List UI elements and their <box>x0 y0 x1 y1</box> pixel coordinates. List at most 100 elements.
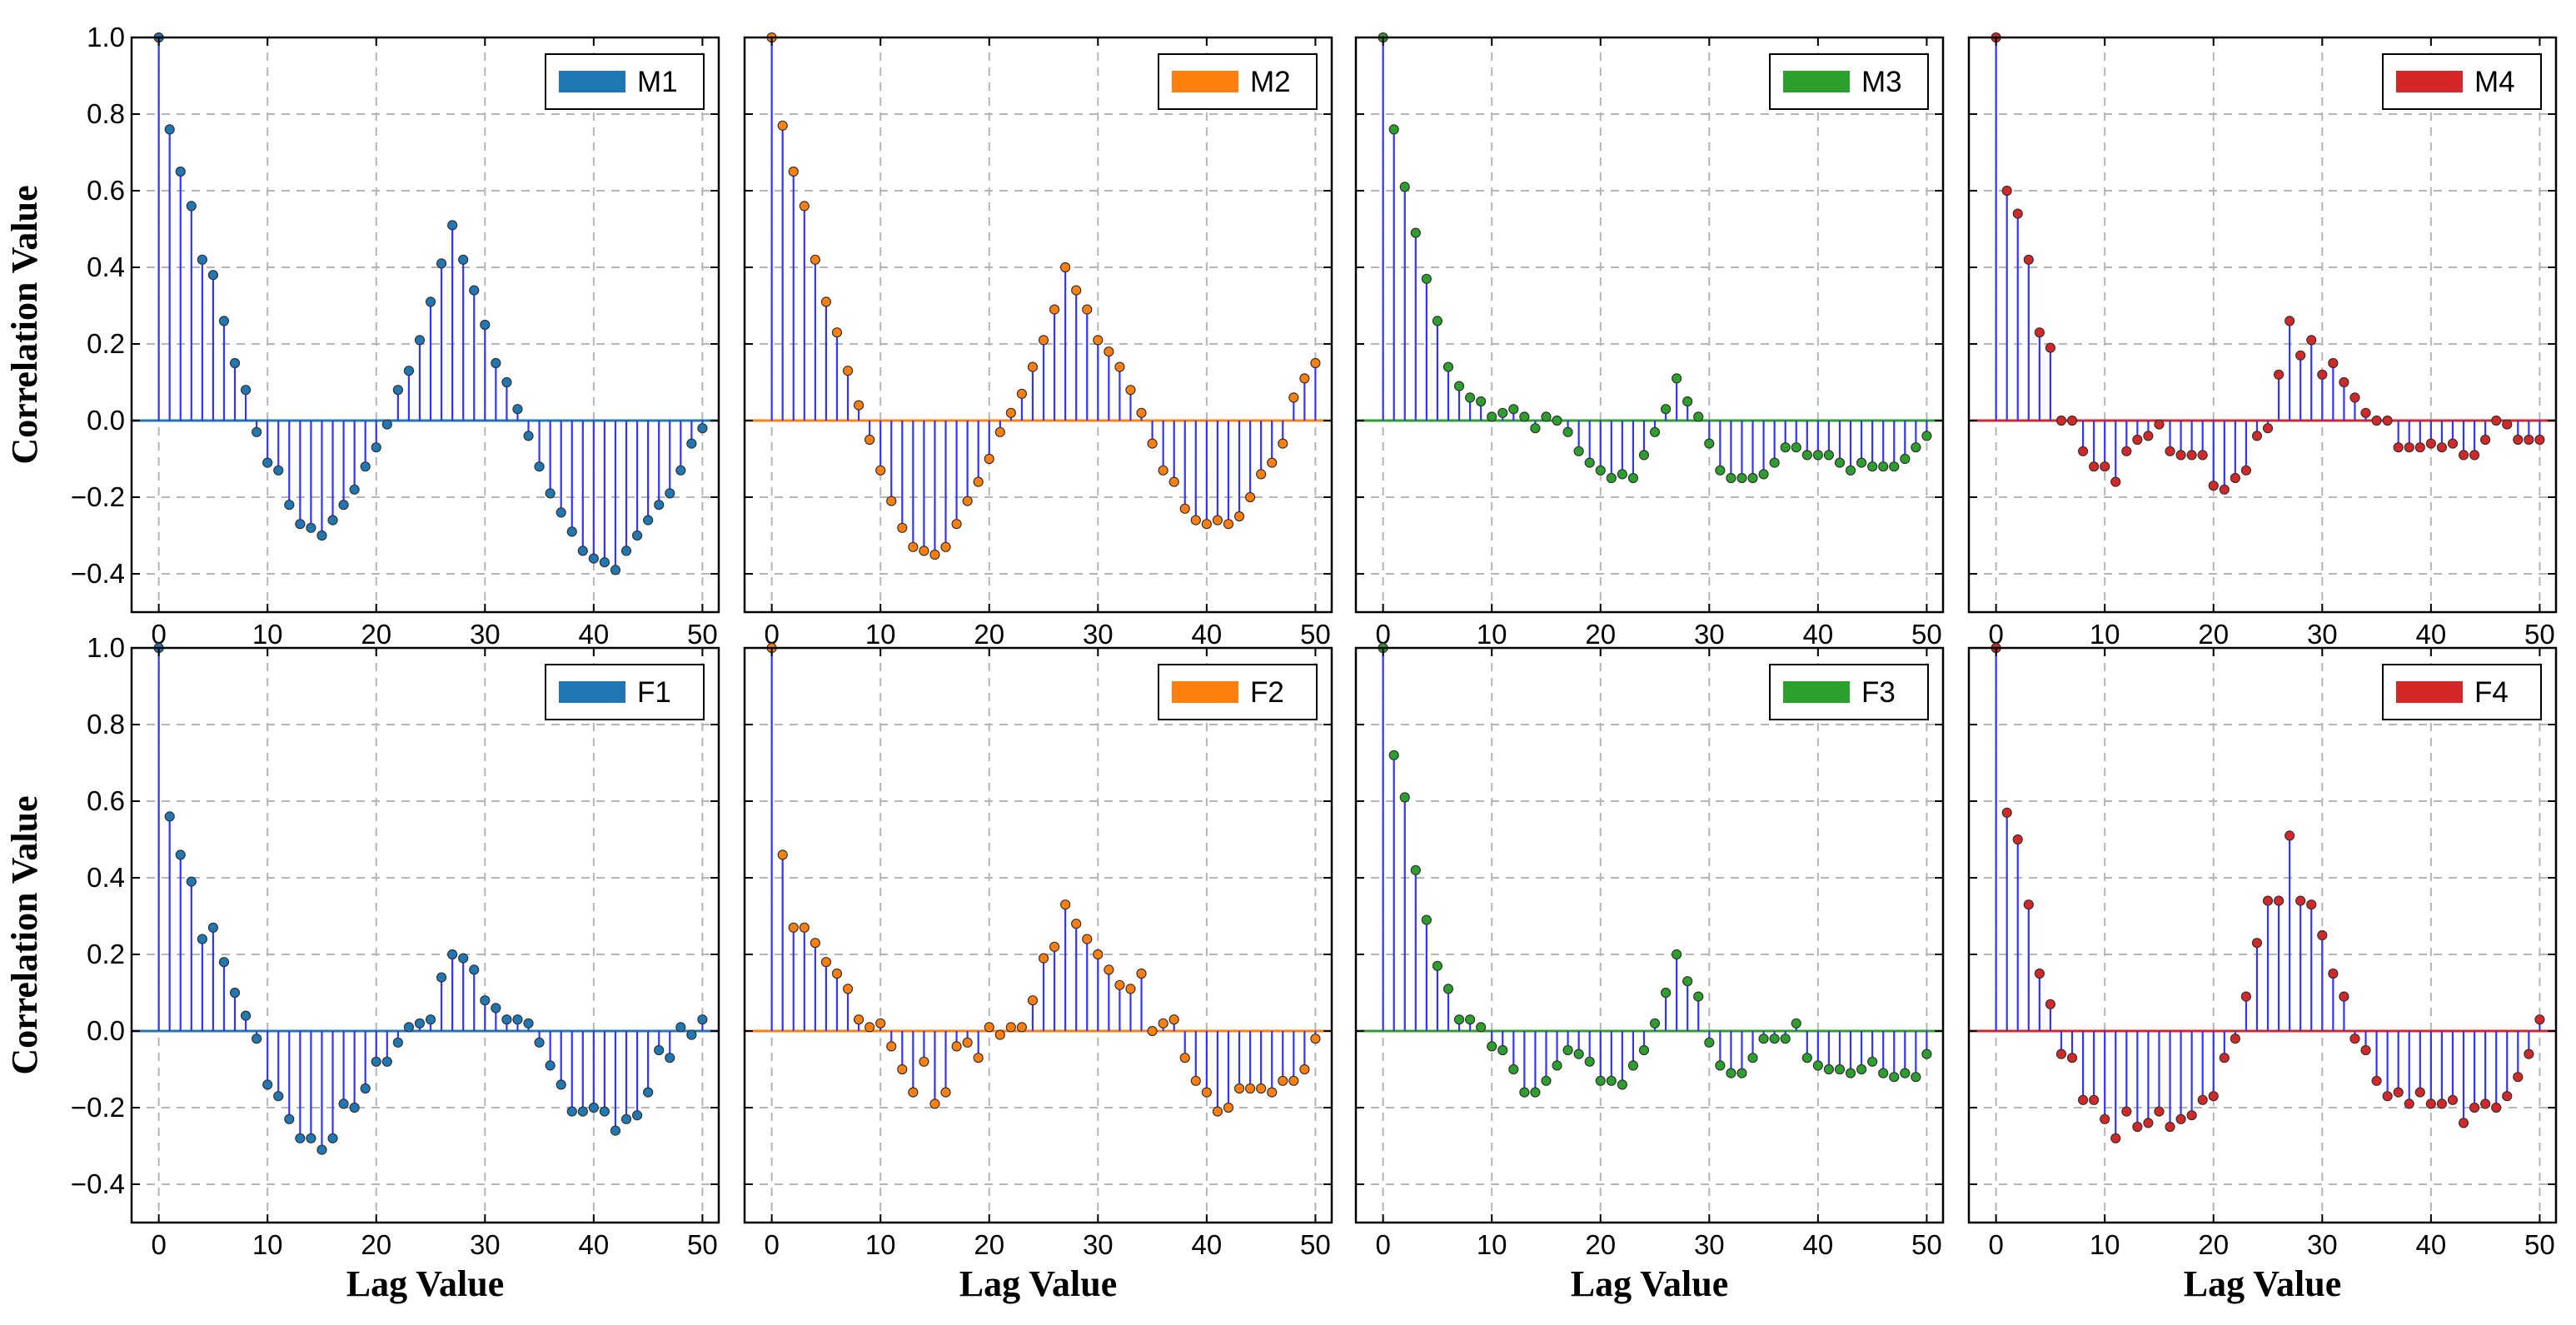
stem-marker <box>1038 953 1049 964</box>
stem-marker <box>1158 1018 1168 1029</box>
stem-marker <box>1519 411 1530 422</box>
stem-marker <box>1595 465 1606 476</box>
stem-marker <box>2436 1098 2448 1109</box>
stem-marker <box>1878 461 1889 472</box>
stem-marker <box>1726 472 1736 484</box>
stem-marker <box>2197 450 2208 461</box>
stem-marker <box>919 1056 929 1067</box>
x-tick-label: 10 <box>865 619 896 650</box>
stem-marker <box>469 285 480 296</box>
stem-marker <box>2012 208 2023 219</box>
stem-marker <box>984 453 994 465</box>
x-tick-label: 50 <box>2524 1229 2555 1260</box>
stem-marker <box>1617 1079 1627 1090</box>
stem-marker <box>1562 1044 1573 1056</box>
x-tick-label: 0 <box>1375 1229 1390 1260</box>
legend: M4 <box>2382 53 2542 110</box>
stem-marker <box>2382 1091 2393 1102</box>
stem-marker <box>1747 472 1758 484</box>
stem-marker <box>1125 984 1136 994</box>
stem-marker <box>2469 1102 2480 1113</box>
y-tick-label: 0.6 <box>87 785 125 816</box>
y-tick-label: 0.0 <box>87 1015 125 1046</box>
stem-marker <box>1388 750 1399 760</box>
stem-marker <box>1190 515 1201 526</box>
y-tick-label: 0.8 <box>87 98 125 129</box>
legend: F4 <box>2382 664 2542 720</box>
stem-marker <box>2328 968 2339 979</box>
stem-marker <box>273 465 284 476</box>
stem-marker <box>1552 1060 1562 1071</box>
stem-marker <box>864 1022 875 1033</box>
stem-marker <box>295 1133 306 1143</box>
stem-marker <box>2001 807 2012 818</box>
stem-marker <box>197 934 207 944</box>
stem-marker <box>262 457 273 468</box>
legend-label: F2 <box>1250 676 1284 709</box>
stem-marker <box>654 500 665 511</box>
stem-marker <box>1889 461 1900 472</box>
stem-marker <box>2066 415 2078 426</box>
stem-marker <box>2186 450 2197 461</box>
stem-marker <box>1288 392 1299 403</box>
stem-marker <box>686 438 697 449</box>
stem-marker <box>1442 984 1454 994</box>
stem-marker <box>1016 388 1028 399</box>
stem-marker <box>1736 472 1747 484</box>
stem-marker <box>381 1056 392 1067</box>
stem-marker <box>1584 457 1595 468</box>
x-tick-label: 40 <box>2416 1229 2447 1260</box>
stem-marker <box>1758 469 1769 480</box>
stem-marker <box>1845 1068 1856 1078</box>
stem-marker <box>1201 1087 1212 1098</box>
stem-marker <box>1201 519 1212 530</box>
x-tick-label: 10 <box>2090 619 2120 650</box>
stem-marker <box>2165 1121 2175 1133</box>
stem-marker <box>788 166 799 177</box>
stem-marker <box>371 1056 381 1067</box>
stem-marker <box>1845 465 1856 476</box>
stem-marker <box>599 1106 610 1117</box>
stem-marker <box>2458 450 2469 461</box>
stem-marker <box>556 1079 566 1090</box>
stem-marker <box>295 519 306 530</box>
stem-marker <box>697 423 708 434</box>
x-tick-label: 20 <box>2198 619 2229 650</box>
stem-marker <box>1179 503 1190 514</box>
stem-marker <box>501 1014 512 1025</box>
stem-marker <box>2121 446 2132 456</box>
stem-marker <box>962 1037 973 1048</box>
stem-marker <box>1660 987 1672 999</box>
stem-marker <box>1769 1034 1780 1044</box>
stem-marker <box>2513 1072 2524 1083</box>
y-tick-label: −0.4 <box>71 558 125 589</box>
x-tick-label: 30 <box>1083 1229 1114 1260</box>
stem-marker <box>2066 1053 2078 1063</box>
stem-marker <box>1541 1075 1552 1086</box>
stem-marker <box>1310 1034 1321 1044</box>
stem-marker <box>1530 1087 1541 1098</box>
stem-marker <box>2251 938 2263 949</box>
legend-label: M1 <box>637 66 678 98</box>
stem-marker <box>2197 1094 2208 1105</box>
stem-marker <box>414 335 426 346</box>
plot-frame <box>1967 36 2558 614</box>
stem-marker <box>240 385 252 396</box>
stem-marker <box>229 987 241 999</box>
stem-marker <box>2175 450 2186 461</box>
stem-marker <box>2513 434 2524 446</box>
stem-marker <box>2023 254 2034 265</box>
x-tick-label: 30 <box>470 619 501 650</box>
stem-marker <box>897 1063 908 1075</box>
x-tick-label: 20 <box>1585 619 1616 650</box>
x-tick-label: 0 <box>1375 619 1390 650</box>
stem-marker <box>207 922 219 933</box>
legend-swatch <box>2396 681 2463 703</box>
stem-marker <box>2143 1118 2154 1128</box>
stem-marker <box>1399 792 1410 803</box>
stem-marker <box>1867 461 1878 472</box>
stem-marker <box>1487 411 1497 422</box>
stem-marker <box>1758 1034 1769 1044</box>
stem-marker <box>164 124 175 135</box>
y-tick-label: −0.2 <box>71 481 125 512</box>
